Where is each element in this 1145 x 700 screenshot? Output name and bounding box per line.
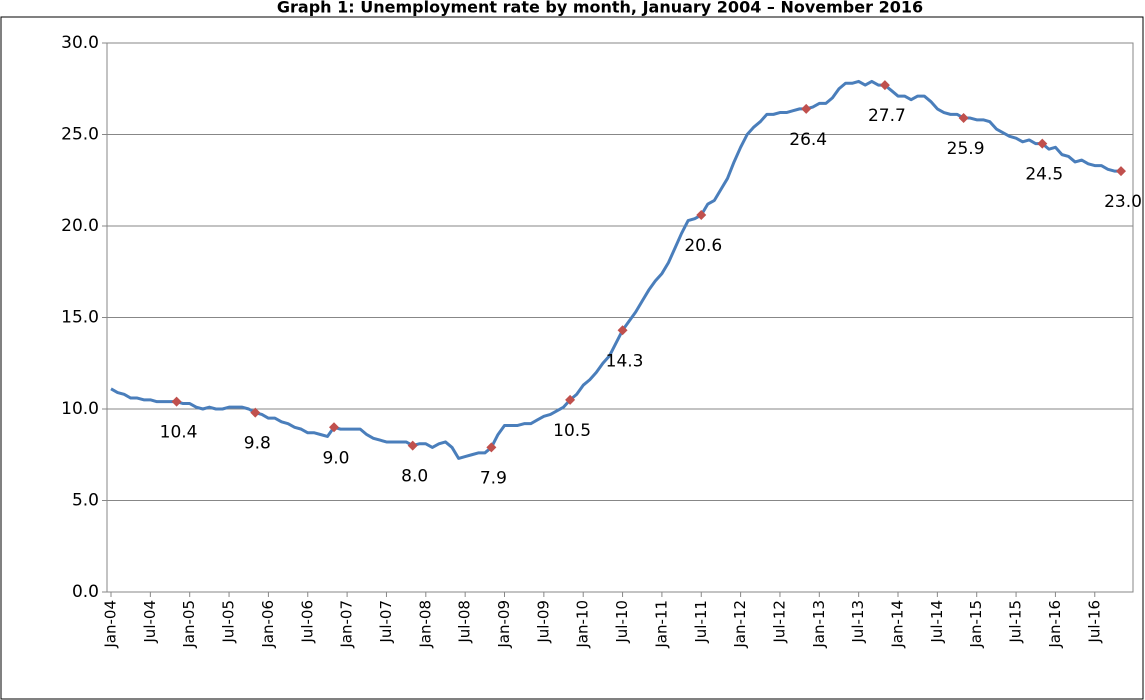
data-label: 10.4	[160, 423, 198, 443]
data-marker	[1116, 166, 1126, 177]
y-tick-label: 20.0	[61, 216, 99, 236]
x-tick-label: Jul-04	[141, 600, 159, 644]
x-tick-label: Jan-09	[495, 600, 513, 649]
x-tick-label: Jan-10	[574, 600, 592, 649]
data-marker	[617, 325, 628, 336]
y-tick-label: 15.0	[61, 308, 99, 328]
data-line	[110, 79, 1121, 460]
x-tick-label: Jul-09	[534, 600, 552, 644]
x-tick-label: Jan-13	[810, 600, 828, 649]
x-tick-label: Jul-14	[928, 600, 946, 644]
x-tick-label: Jan-04	[102, 600, 120, 649]
x-tick-label: Jul-10	[613, 600, 631, 644]
data-label: 27.7	[868, 106, 906, 126]
data-label: 23.0	[1104, 192, 1142, 212]
data-marker	[328, 422, 339, 433]
data-label: 24.5	[1025, 165, 1063, 185]
data-label: 9.0	[322, 448, 349, 468]
y-tick-label: 0.0	[72, 582, 99, 602]
data-label: 26.4	[789, 130, 827, 150]
data-marker	[958, 113, 969, 124]
y-tick-label: 25.0	[61, 125, 99, 145]
y-tick-label: 30.0	[61, 33, 99, 53]
x-tick-label: Jul-11	[692, 600, 710, 644]
x-tick-label: Jul-06	[298, 600, 316, 644]
data-marker	[407, 440, 418, 451]
data-label: 10.5	[553, 421, 591, 441]
y-tick-label: 10.0	[61, 399, 99, 419]
x-tick-label: Jan-05	[180, 600, 198, 649]
x-tick-label: Jan-15	[967, 600, 985, 649]
x-tick-label: Jan-08	[416, 600, 434, 649]
data-label: 9.8	[244, 434, 271, 454]
x-tick-label: Jul-13	[849, 600, 867, 644]
x-tick-label: Jul-08	[456, 600, 474, 644]
chart-title: Graph 1: Unemployment rate by month, Jan…	[277, 0, 923, 17]
data-marker	[565, 394, 576, 405]
x-tick-label: Jul-16	[1085, 600, 1103, 644]
x-tick-label: Jan-14	[889, 600, 907, 649]
x-tick-label: Jul-15	[1007, 600, 1025, 644]
data-marker	[879, 80, 890, 91]
plot-border	[106, 42, 1134, 593]
x-tick-label: Jan-11	[652, 600, 670, 649]
data-marker	[250, 407, 261, 418]
data-marker	[696, 210, 707, 221]
y-tick-label: 5.0	[72, 491, 99, 511]
x-tick-label: Jan-16	[1046, 600, 1064, 649]
x-tick-label: Jan-07	[338, 600, 356, 649]
x-tick-label: Jul-05	[220, 600, 238, 644]
chart-border	[0, 16, 1144, 700]
data-label: 25.9	[947, 139, 985, 159]
data-label: 20.6	[684, 236, 722, 256]
data-label: 14.3	[606, 351, 644, 371]
data-label: 8.0	[401, 467, 428, 487]
data-marker	[1037, 138, 1048, 149]
x-tick-label: Jan-06	[259, 600, 277, 649]
data-marker	[801, 103, 812, 114]
data-marker	[486, 442, 497, 453]
data-marker	[171, 396, 182, 407]
data-label: 7.9	[480, 468, 507, 488]
x-tick-label: Jan-12	[731, 600, 749, 649]
x-tick-label: Jul-12	[770, 600, 788, 644]
x-tick-label: Jul-07	[377, 600, 395, 644]
